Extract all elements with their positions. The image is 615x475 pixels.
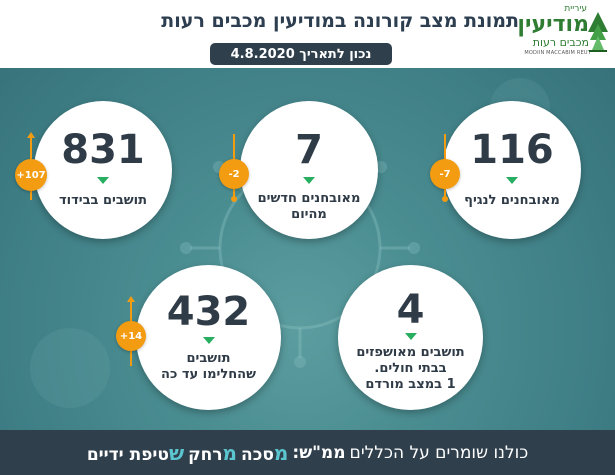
change-line-end-dot <box>231 196 237 202</box>
down-triangle-icon <box>506 177 518 184</box>
date-badge: נכון לתאריך 4.8.2020 <box>210 43 392 65</box>
stat-label-line1: תושבים <box>186 351 231 366</box>
city-logo: עיריית מודיעין מכבים רעות MODIIN MACCABI… <box>517 4 609 64</box>
down-triangle-icon <box>404 333 417 340</box>
change-badge-new-cases: -2 <box>219 159 249 189</box>
stat-label-line3: 1 במצב מורדם <box>365 377 456 392</box>
footer-word-mask: סכה <box>241 444 274 465</box>
change-badge-active: -7 <box>430 159 460 189</box>
header: תמונת מצב קורונה במודיעין מכבים רעות נכו… <box>0 0 615 68</box>
footer-intro: כולנו שומרים על הכללים <box>349 442 529 463</box>
down-triangle-icon <box>303 177 315 184</box>
footer-word-handwash: טיפת ידיים <box>86 444 169 465</box>
stat-card-hospitalized: 4 תושבים מאושפזים בבתי חולים. 1 במצב מור… <box>338 265 483 410</box>
logo-sub-text: מכבים רעות <box>532 36 589 49</box>
down-triangle-icon <box>202 337 215 344</box>
footer-acronym: ממ"ש: <box>292 442 346 463</box>
stat-label-line2: שהחלימו עד כה <box>161 367 256 382</box>
stat-value: 831 <box>61 127 145 173</box>
footer-banner: כולנו שומרים על הכללים ממ"ש: מסכה מרחק ש… <box>0 430 615 475</box>
stat-card-active: 116 מאובחנים לנגיף <box>443 101 581 239</box>
stat-label-line1: מאובחנים חדשים <box>257 191 361 206</box>
down-triangle-icon <box>97 177 109 184</box>
logo-english-text: MODIIN MACCABIM REUT <box>524 50 591 56</box>
footer-word-distance: רחק <box>188 444 223 465</box>
logo-emblem-icon <box>588 12 608 52</box>
footer-letter-mem-2: מ <box>222 440 238 465</box>
stat-card-isolation: 831 תושבים בבידוד <box>34 101 172 239</box>
change-badge-isolation: +107 <box>15 159 47 191</box>
stat-value: 7 <box>295 127 323 173</box>
stat-value: 4 <box>396 287 425 333</box>
up-arrow-icon <box>127 296 135 302</box>
page-title: תמונת מצב קורונה במודיעין מכבים רעות <box>161 10 519 32</box>
stat-label: תושבים בבידוד <box>59 193 147 208</box>
change-line-end-dot <box>442 196 448 202</box>
stat-card-recovered: 432 תושבים שהחלימו עד כה <box>136 265 281 410</box>
footer-letter-shin: ש <box>168 440 185 465</box>
stat-label-line2: מהיום <box>291 207 327 222</box>
up-arrow-icon <box>27 132 35 138</box>
change-badge-recovered: +14 <box>116 321 146 351</box>
stat-label: מאובחנים לנגיף <box>464 193 560 208</box>
logo-small-text: עיריית <box>564 4 587 14</box>
logo-main-text: מודיעין <box>517 12 589 37</box>
stat-card-new-cases: 7 מאובחנים חדשים מהיום <box>240 101 378 239</box>
stat-label-line1: תושבים מאושפזים <box>356 345 465 360</box>
stat-value: 432 <box>166 289 251 335</box>
stat-value: 116 <box>470 127 554 173</box>
footer-letter-mem-1: מ <box>273 440 289 465</box>
stat-label-line2: בבתי חולים. <box>374 361 447 376</box>
